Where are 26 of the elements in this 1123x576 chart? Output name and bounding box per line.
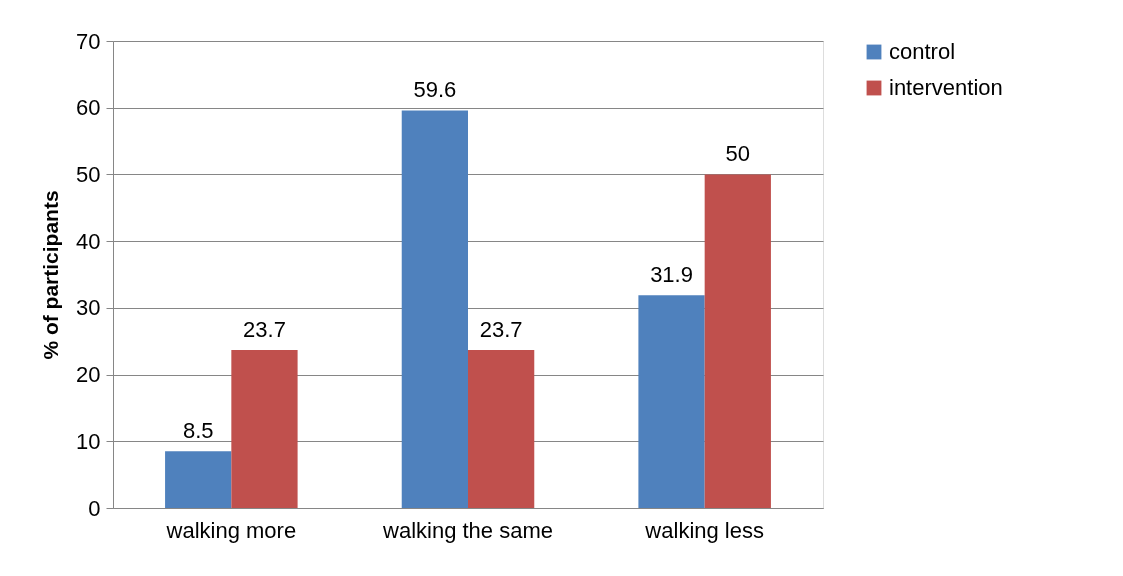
bar xyxy=(165,451,232,508)
bar xyxy=(231,349,298,508)
y-tick-label: 50 xyxy=(76,161,101,187)
y-tick-label: 20 xyxy=(76,362,101,388)
y-tick-label: 0 xyxy=(88,495,101,521)
y-tick-label: 60 xyxy=(76,95,101,121)
bar xyxy=(704,174,771,508)
bar xyxy=(401,110,468,508)
y-tick-label: 30 xyxy=(76,295,101,321)
legend-label: control xyxy=(889,39,956,64)
data-label: 23.7 xyxy=(243,316,286,342)
data-label: 23.7 xyxy=(479,316,523,342)
bar xyxy=(468,349,535,508)
y-tick-label: 70 xyxy=(76,28,101,54)
bar xyxy=(638,295,705,508)
legend-label: intervention xyxy=(889,75,1003,100)
data-label: 31.9 xyxy=(650,262,693,288)
y-tick-label: 40 xyxy=(76,228,101,254)
data-label: 8.5 xyxy=(182,418,214,444)
data-label: 59.6 xyxy=(413,77,457,103)
x-tick-label: walking the same xyxy=(382,517,553,543)
x-tick-label: walking less xyxy=(644,517,764,543)
y-axis-title: % of participants xyxy=(39,190,63,360)
x-tick-label: walking more xyxy=(165,517,297,543)
y-tick-label: 10 xyxy=(76,428,101,454)
data-label: 50 xyxy=(725,141,751,167)
